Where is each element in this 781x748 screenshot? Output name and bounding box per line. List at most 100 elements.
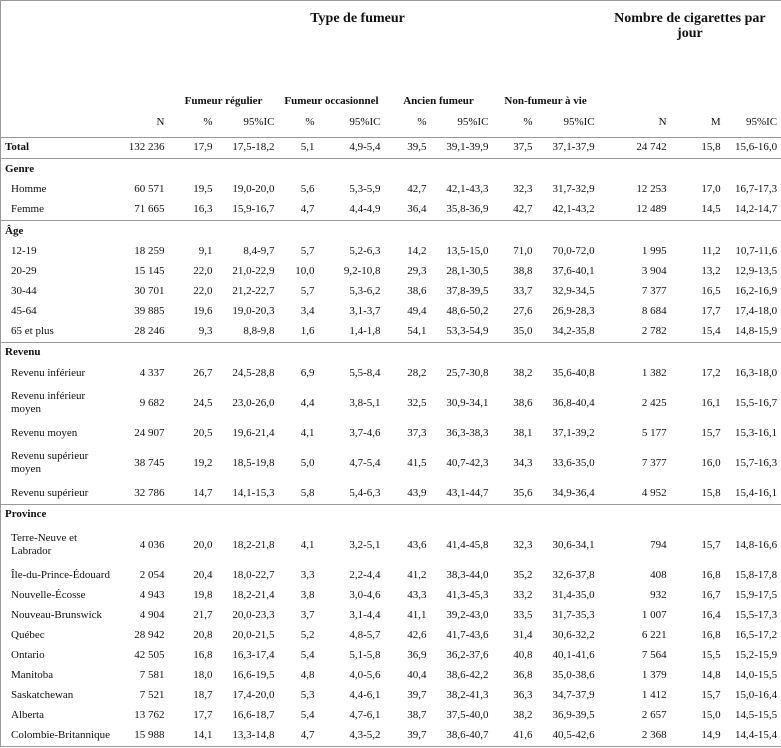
- cell: 28,1-30,5: [446, 264, 489, 277]
- cell: 16,3-18,0: [734, 366, 778, 379]
- cell: 37,3: [407, 426, 427, 439]
- cell: 16,6-18,7: [232, 708, 275, 721]
- cell: 4,4-6,1: [349, 688, 381, 701]
- cell: 40,1-41,6: [552, 648, 595, 661]
- cell: 48,6-50,2: [446, 304, 489, 317]
- cell: 33,5: [513, 608, 533, 621]
- row-label: Alberta: [11, 708, 44, 721]
- cell: 31,7-35,3: [552, 608, 595, 621]
- cell: 36,3: [513, 688, 533, 701]
- cell: 2 368: [641, 729, 667, 742]
- cell: 9,1: [198, 244, 213, 257]
- cell: 7 564: [641, 648, 667, 661]
- cell: 35,8-36,9: [446, 203, 489, 216]
- cell: 30,6-34,1: [552, 538, 595, 551]
- cell: 1,6: [300, 325, 315, 338]
- table-row: Revenu inférieur 4 337 26,7 24,5-28,8 6,9 5,5…: [1, 363, 781, 383]
- table-row: Province: [0, 503, 781, 525]
- cell: 30 701: [134, 284, 165, 297]
- cell: 13,2: [701, 264, 721, 277]
- cell: 42,7: [407, 182, 427, 195]
- cell: 37,1-37,9: [536, 137, 599, 160]
- cell: 18,0-22,7: [232, 568, 275, 581]
- cell: 20,0-21,5: [232, 628, 275, 641]
- cell: 4,4-4,9: [349, 203, 381, 216]
- cell: 41,2: [407, 568, 427, 581]
- cell: 42,1-43,2: [552, 203, 595, 216]
- cell: 20,0-23,3: [232, 608, 275, 621]
- row-label: Colombie-Britannique: [11, 729, 110, 742]
- cell: 39,5: [384, 137, 431, 160]
- column-header: 95%IC: [430, 108, 493, 138]
- cell: 4,7: [300, 729, 315, 742]
- table-row: 12-19 18 259 9,1 8,4-9,7 5,7 5,2-6,3 14,2 13,5-…: [1, 241, 781, 261]
- group-title: Nombre de cigarettes par jour: [614, 11, 766, 41]
- cell: 42 505: [134, 648, 165, 661]
- cell: 15,5: [701, 648, 721, 661]
- cell: 4,1: [300, 538, 315, 551]
- cell: 41,4-45,8: [446, 538, 489, 551]
- cell: 42,7: [513, 203, 533, 216]
- cell: 15,5-17,3: [734, 608, 778, 621]
- cell: 2 054: [139, 568, 165, 581]
- cell: 15,0-16,4: [734, 688, 778, 701]
- cell: 34,3: [513, 456, 533, 469]
- cell: 40,8: [513, 648, 533, 661]
- column-header-row: N% 95%IC% 95%IC% 95%IC% 95%IC N M 95%IC: [0, 108, 781, 138]
- cell: 15,8: [670, 137, 725, 160]
- cell: 9,3: [198, 325, 213, 338]
- cell: 24 742: [598, 137, 671, 160]
- cell: 36,9-39,5: [552, 708, 595, 721]
- cell: 14,8: [701, 668, 721, 681]
- cell: 37,5: [492, 137, 537, 160]
- group-title: Type de fumeur: [310, 11, 405, 26]
- table-row: Manitoba 7 581 18,0 16,6-19,5 4,8 4,0-5,6 40,4…: [1, 665, 781, 685]
- row-label: Revenu supérieur moyen: [11, 450, 89, 476]
- table-row: Revenu inférieur moyen 9 682 24,5 23,0-26,0…: [1, 383, 781, 423]
- table-row: 45-64 39 885 19,6 19,0-20,3 3,4 3,1-3,7 49,4 48…: [1, 301, 781, 321]
- cell: 15,2-15,9: [734, 648, 778, 661]
- cell: 10,7-11,6: [735, 244, 778, 257]
- cell: 43,9: [407, 486, 427, 499]
- cell: 17,7: [193, 708, 213, 721]
- cell: 33,7: [513, 284, 533, 297]
- cell: 13,5-15,0: [446, 244, 489, 257]
- cell: 32,5: [407, 396, 427, 409]
- cell: 38,7: [407, 708, 427, 721]
- cell: 14,8-16,6: [734, 538, 778, 551]
- cell: 5,4-6,3: [349, 486, 381, 499]
- cell: 16,6-19,5: [232, 668, 275, 681]
- cell: 4,7-5,4: [349, 456, 381, 469]
- cell: 24 907: [134, 426, 165, 439]
- cell: 3,7: [300, 608, 315, 621]
- cell: 3,8: [300, 588, 315, 601]
- cell: 41,3-45,3: [446, 588, 489, 601]
- cell: 4 036: [139, 538, 165, 551]
- cell: 5,7: [300, 284, 315, 297]
- cell: 3,2-5,1: [349, 538, 381, 551]
- cell: 1 007: [641, 608, 667, 621]
- cell: 43,6: [407, 538, 427, 551]
- cell: 13,3-14,8: [232, 729, 275, 742]
- subgroup-title: Fumeur occasionnel: [284, 95, 379, 108]
- cell: 1 412: [641, 688, 667, 701]
- cell: 14,2-14,7: [734, 203, 778, 216]
- cell: 31,7-32,9: [552, 182, 595, 195]
- table-row: Total 132 236 17,9 17,5-18,2 5,1 4,9-5,4 39,5 3…: [0, 137, 781, 160]
- cell: 9 682: [139, 396, 165, 409]
- cell: 4,7: [300, 203, 315, 216]
- cell: 22,0: [193, 284, 213, 297]
- cell: 12 489: [636, 203, 667, 216]
- cell: 2 657: [641, 708, 667, 721]
- cell: 43,1-44,7: [446, 486, 489, 499]
- table-row: Île-du-Prince-Édouard 2 054 20,4 18,0-22,7 3…: [1, 565, 781, 585]
- row-label: Nouveau-Brunswick: [11, 608, 103, 621]
- cell: 5,3-6,2: [349, 284, 381, 297]
- row-label: Homme: [11, 182, 47, 195]
- cell: 5,1: [278, 137, 319, 160]
- cell: 19,5: [193, 182, 213, 195]
- cell: 16,3-17,4: [232, 648, 275, 661]
- table-row: Genre: [0, 158, 781, 180]
- cell: 15,7: [701, 688, 721, 701]
